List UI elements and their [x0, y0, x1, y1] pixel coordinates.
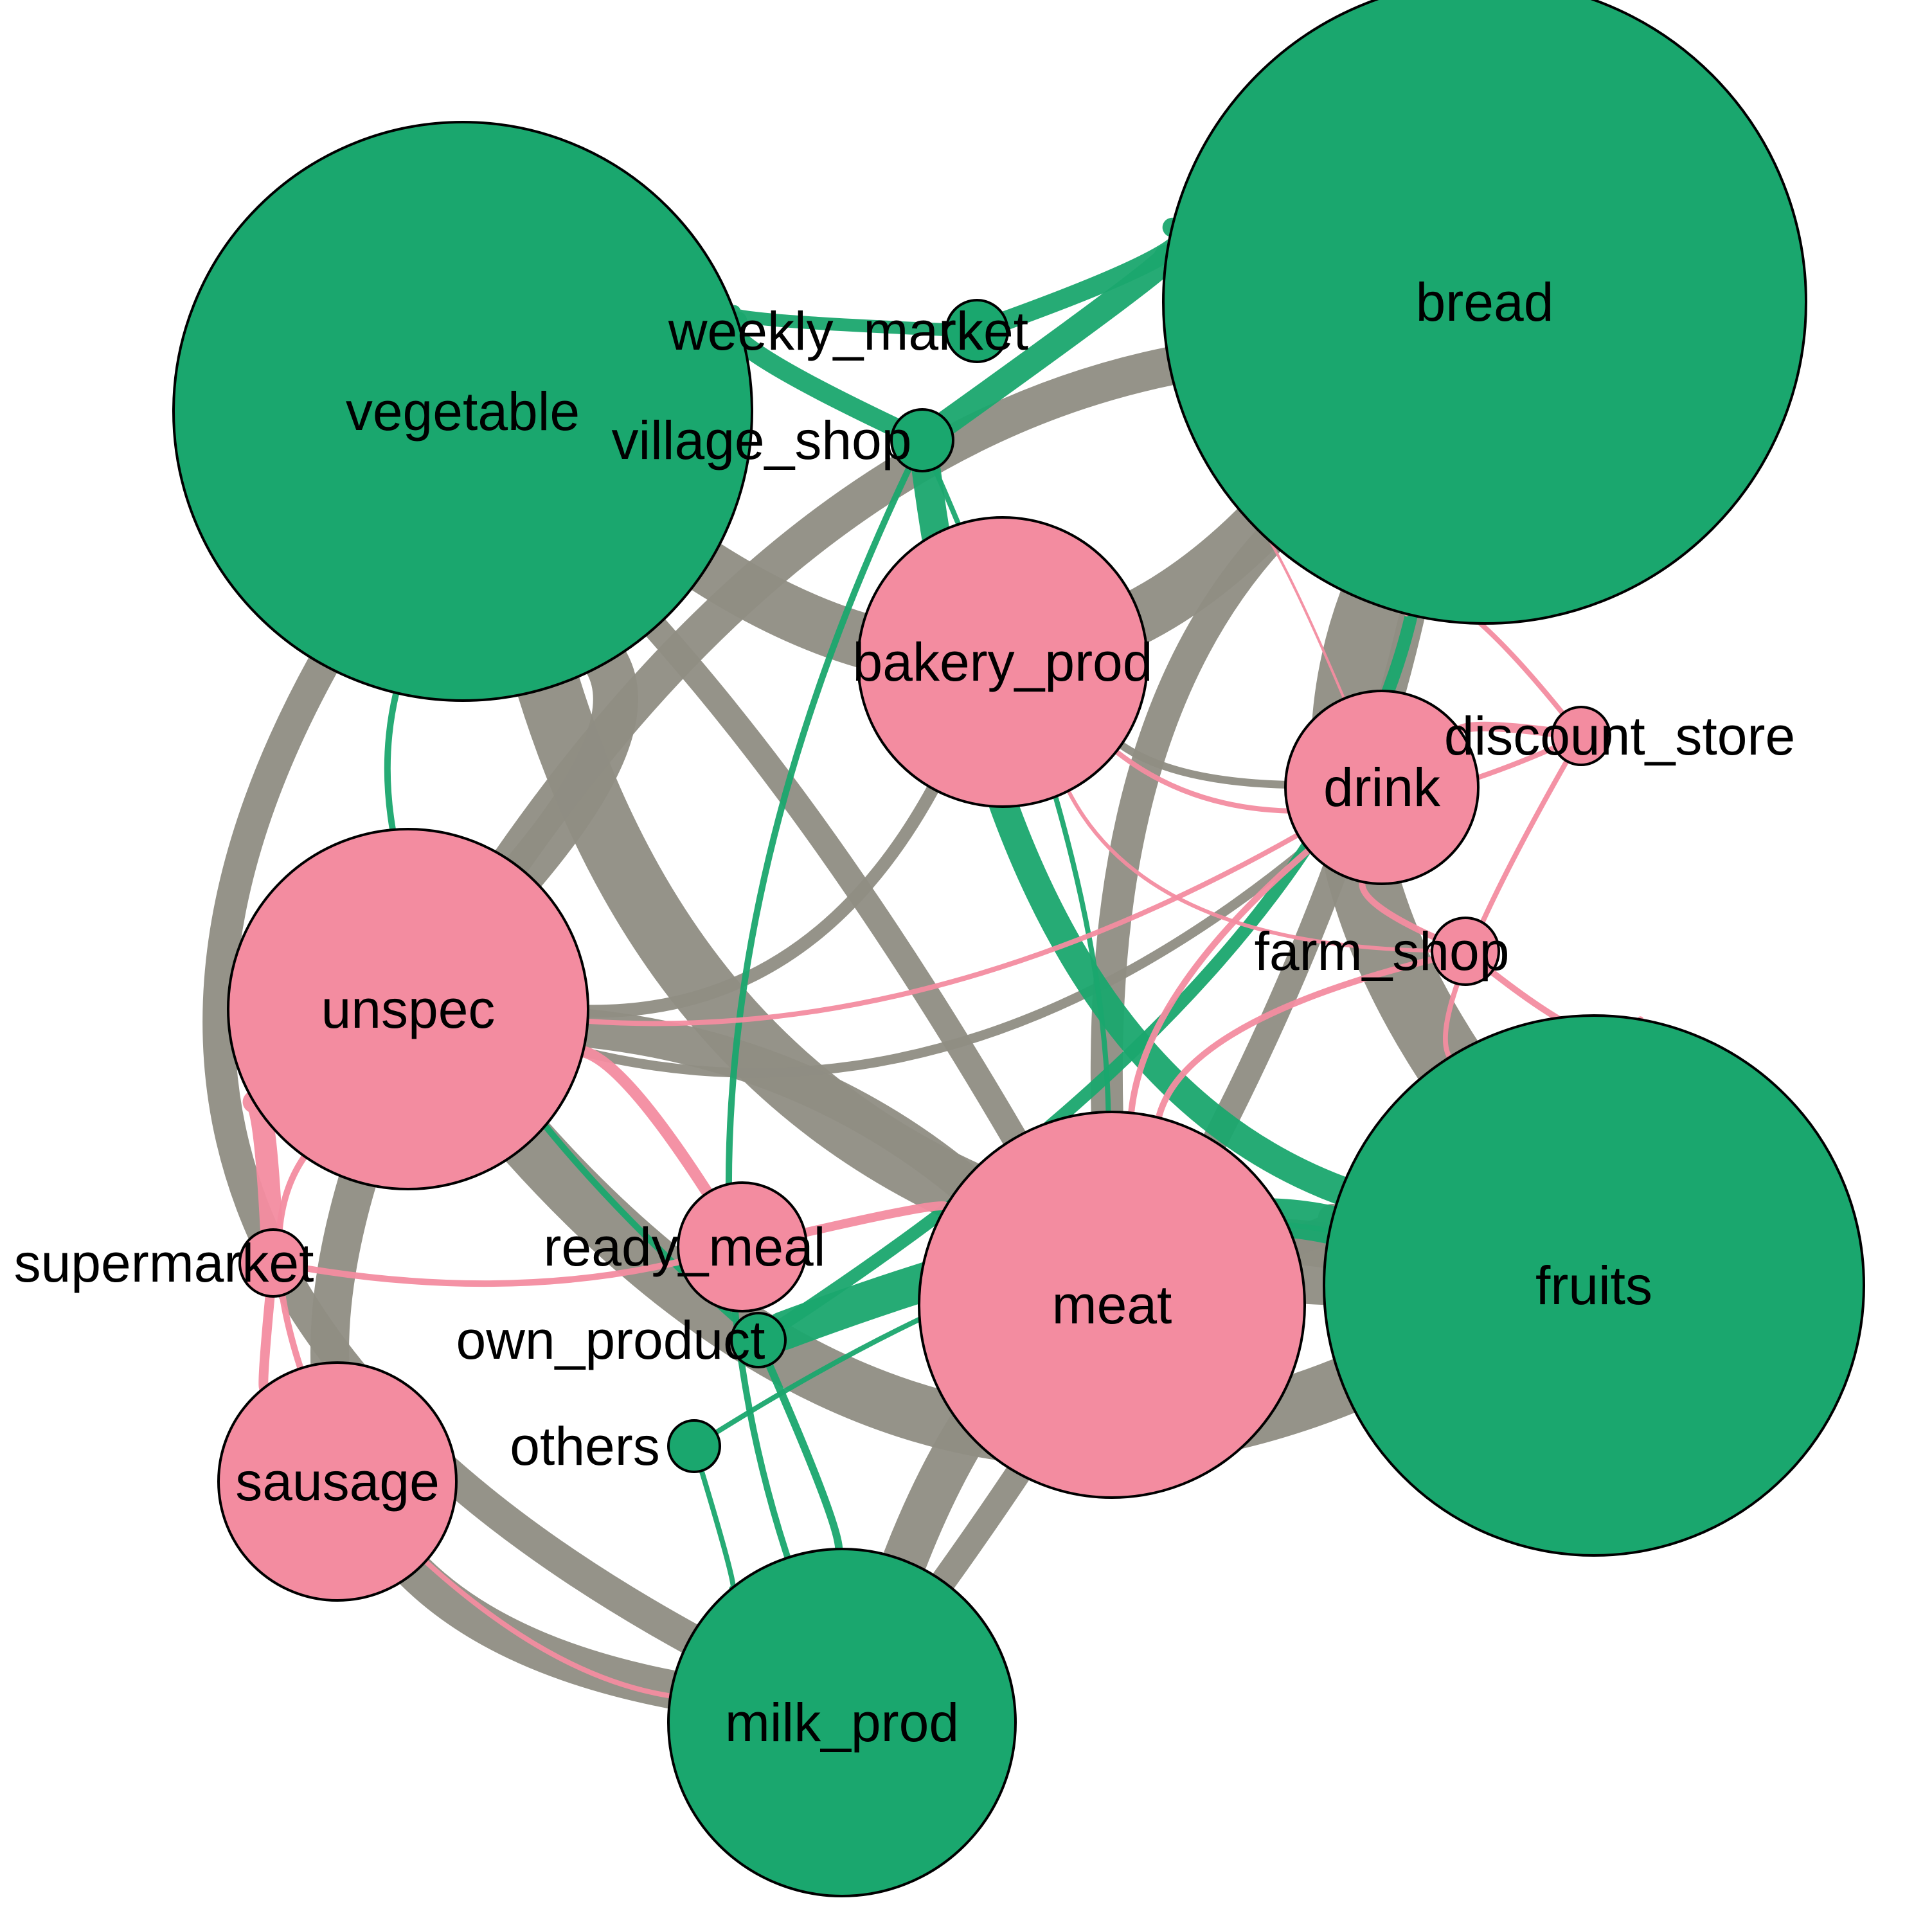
nodes-layer [174, 0, 1864, 1896]
label-discount_store: discount_store [1444, 706, 1795, 766]
edge-supermarket-sausage [264, 1296, 270, 1388]
node-discount_store [1552, 707, 1610, 765]
node-supermarket [240, 1230, 307, 1296]
network-diagram: vegetablebreadfruitsmilk_prodweekly_mark… [0, 0, 1932, 1925]
node-ready_meal [678, 1183, 807, 1311]
label-others: others [510, 1416, 659, 1476]
node-drink [1285, 691, 1478, 884]
node-vegetable [174, 122, 752, 701]
edge-others-milk_prod [702, 1471, 733, 1589]
node-sausage [219, 1363, 456, 1600]
node-own_product [731, 1313, 785, 1367]
node-weekly_market [946, 300, 1008, 362]
node-village_shop [891, 409, 953, 471]
edge-discount_store-drink [1460, 726, 1552, 732]
node-unspec [228, 829, 588, 1189]
node-others [668, 1420, 720, 1472]
node-bread [1163, 0, 1806, 623]
node-meat [919, 1112, 1305, 1498]
node-fruits [1324, 1016, 1864, 1555]
node-farm_shop [1432, 918, 1499, 985]
edge-village_shop-vegetable [731, 321, 894, 427]
node-bakery_prod [858, 517, 1147, 807]
edge-weekly_market-vegetable [732, 312, 946, 330]
node-milk_prod [668, 1549, 1015, 1896]
